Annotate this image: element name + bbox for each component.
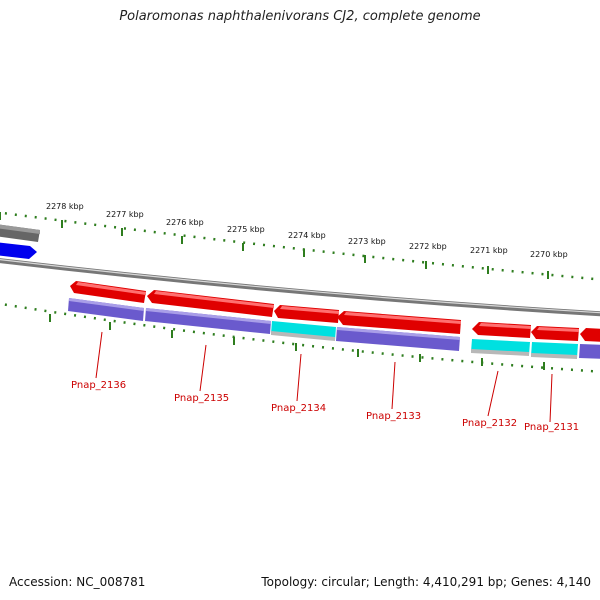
genome-backbone	[0, 258, 600, 317]
accession-text: Accession: NC_008781	[9, 575, 146, 589]
gene-arrow-highlights	[76, 282, 579, 332]
protein-bar-1	[68, 298, 144, 321]
rna-bar-shadows	[271, 331, 577, 359]
gene-label-2132: Pnap_2132	[462, 418, 517, 429]
gene-leader-lines	[95, 331, 553, 423]
protein-bar-7	[579, 344, 600, 359]
protein-bar-2	[145, 308, 271, 334]
gene-arrow-red-7	[580, 328, 600, 342]
protein-bar-4	[336, 327, 460, 351]
scale-label-2271: 2271 kbp	[470, 246, 508, 255]
inner-major-ticks	[49, 314, 545, 370]
blue-feature	[0, 242, 37, 259]
scale-label-2273: 2273 kbp	[348, 237, 386, 246]
gene-label-2136: Pnap_2136	[71, 380, 126, 391]
scale-label-2275: 2275 kbp	[227, 225, 265, 234]
gene-label-2131: Pnap_2131	[524, 422, 579, 433]
scale-label-2278: 2278 kbp	[46, 202, 84, 211]
outer-major-ticks	[0, 212, 549, 279]
genome-summary-text: Topology: circular; Length: 4,410,291 bp…	[261, 575, 591, 589]
gene-label-2135: Pnap_2135	[174, 393, 229, 404]
gene-label-2133: Pnap_2133	[366, 411, 421, 422]
map-title: Polaromonas naphthalenivorans CJ2, compl…	[119, 9, 481, 24]
scale-label-2272: 2272 kbp	[409, 242, 447, 251]
scale-label-2274: 2274 kbp	[288, 231, 326, 240]
protein-bar-highlights	[69, 298, 460, 340]
gene-label-2134: Pnap_2134	[271, 403, 326, 414]
scale-label-2276: 2276 kbp	[166, 218, 204, 227]
gray-feature-upper-shade	[0, 224, 40, 234]
scale-label-2277: 2277 kbp	[106, 210, 144, 219]
scale-label-2270: 2270 kbp	[530, 250, 568, 259]
genome-backbone-highlight	[0, 258, 600, 314]
